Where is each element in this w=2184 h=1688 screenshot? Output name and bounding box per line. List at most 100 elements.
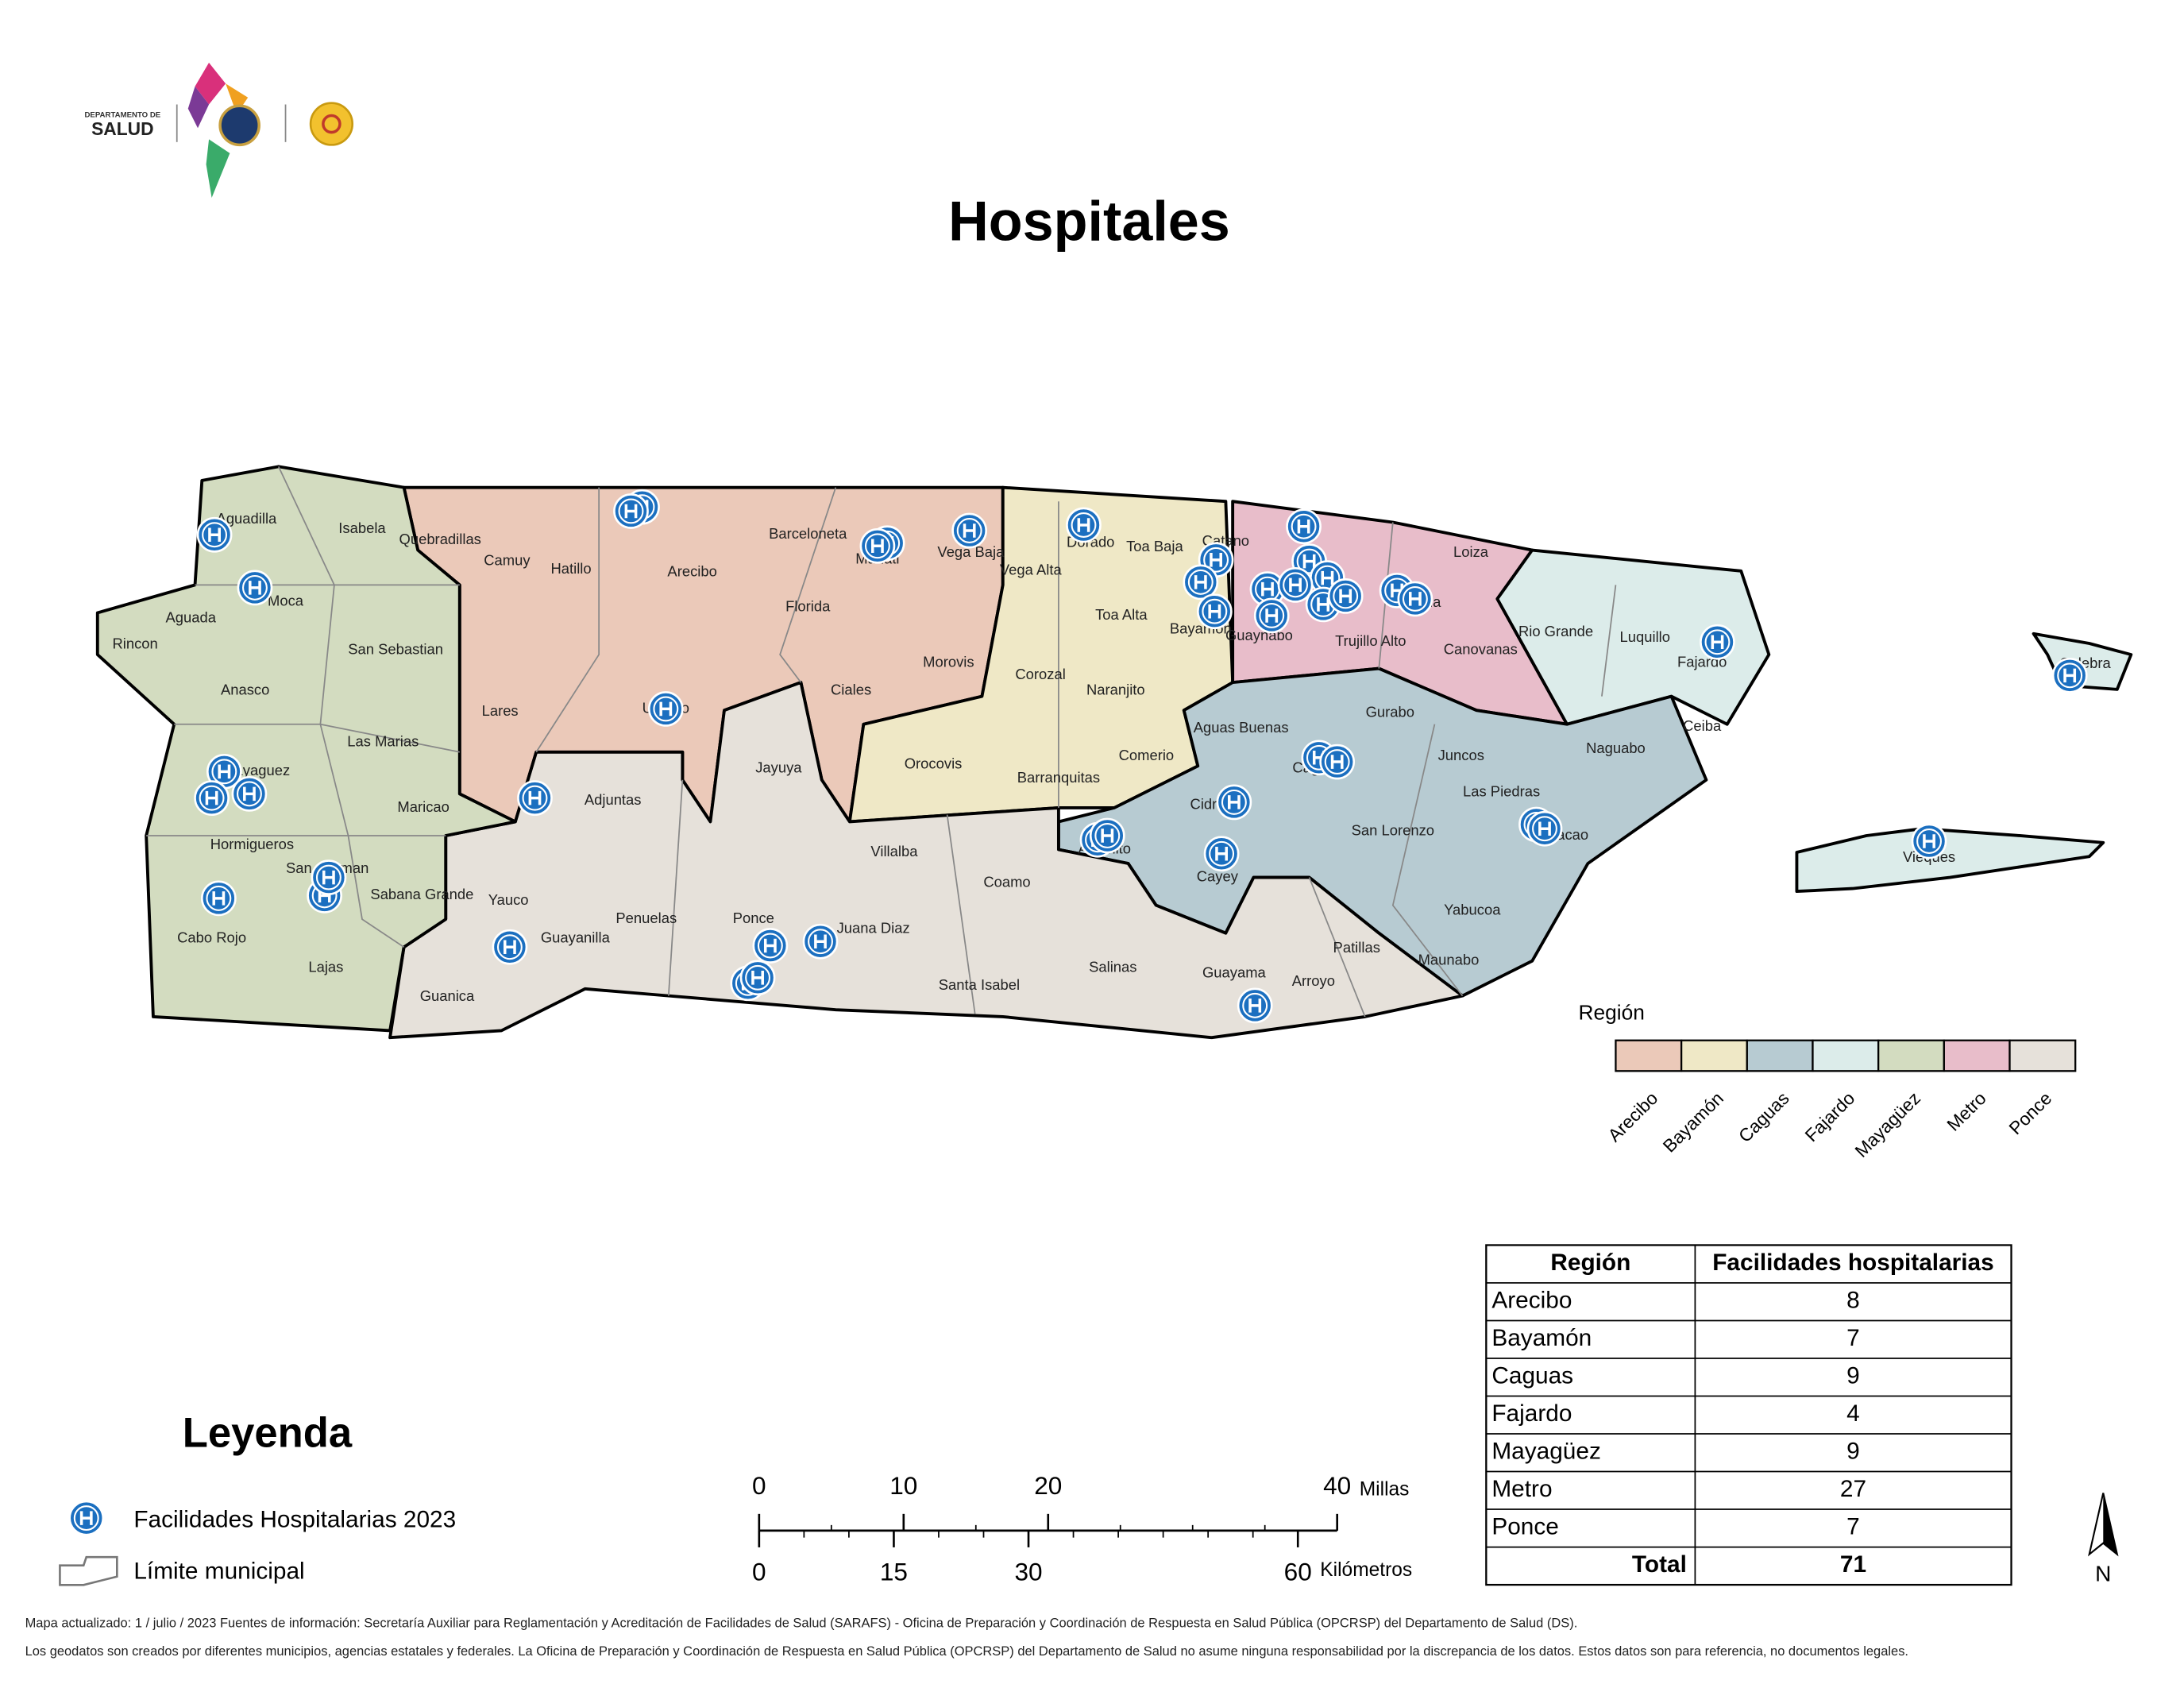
municipality-label: Guayama — [1202, 964, 1267, 980]
hospital-icon-ring — [1202, 598, 1228, 624]
legend-item: Límite municipal — [133, 1558, 304, 1584]
scale-tick-label: 30 — [1014, 1558, 1042, 1586]
municipality-label: Gurabo — [1366, 704, 1414, 720]
municipal-boundary — [277, 465, 405, 948]
region-area — [95, 465, 517, 1033]
municipality-label: Juana Diaz — [837, 919, 910, 936]
scale-tick-label: 60 — [1284, 1558, 1312, 1586]
hospital-icon-h — [1330, 755, 1344, 769]
municipality-label: Jayuya — [755, 759, 802, 776]
hospital-icon-ring — [1259, 603, 1285, 628]
municipality-label: Naranjito — [1086, 681, 1145, 697]
municipality-label: San Sebastian — [348, 641, 443, 658]
municipal-boundary — [1391, 724, 1464, 997]
municipality-label: Vega Baja — [937, 543, 1005, 560]
region-table: Región Facilidades hospitalarias Arecibo 8 B… — [1485, 1244, 2012, 1586]
hospital-icon-h — [79, 1511, 93, 1525]
hospital-icon-ring — [956, 518, 982, 543]
hospital-icon-h — [1711, 635, 1724, 650]
footer-line: Mapa actualizado: 1 / julio / 2023 Fuent… — [25, 1617, 1578, 1631]
hospital-icon-ring — [1187, 569, 1214, 595]
hospital-icon-ring — [211, 759, 237, 785]
logo-seal — [218, 104, 260, 147]
scale-unit: Millas — [1360, 1479, 1410, 1501]
hospital-icon-h — [871, 539, 884, 554]
table-cell: Metro — [1491, 1476, 1552, 1502]
municipality-label: Guayanilla — [541, 929, 611, 946]
municipality-label: Luquillo — [1620, 628, 1670, 645]
municipality-label: Hormigueros — [210, 836, 294, 852]
hospital-icon-h — [1077, 518, 1090, 532]
hospital-icon-ring — [496, 934, 523, 960]
table-cell: 8 — [1846, 1288, 1860, 1314]
municipality-label: Arroyo — [1292, 972, 1335, 989]
municipality-label: Guanica — [420, 987, 475, 1004]
hospital-icon-h — [205, 790, 218, 805]
scale-tick-label: 0 — [752, 1558, 766, 1586]
municipal-boundary — [946, 814, 976, 1014]
municipality-label: Maricao — [397, 798, 449, 815]
municipality-label: Adjuntas — [585, 791, 642, 808]
north-label: N — [2095, 1561, 2111, 1586]
municipality-label: Rio Grande — [1518, 623, 1593, 639]
legend: Leyenda Facilidades Hospitalarias 2023 L… — [59, 1410, 456, 1586]
table-cell: Arecibo — [1491, 1288, 1572, 1314]
municipality-label: Quebradillas — [399, 531, 481, 547]
municipality-label: Florida — [785, 597, 831, 614]
hospital-icon-h — [218, 764, 231, 779]
municipality-label: Ceiba — [1683, 717, 1722, 734]
municipality-label: Maunabo — [1418, 952, 1480, 968]
municipality-label: Morovis — [923, 653, 974, 670]
logo-biohazard — [309, 102, 354, 146]
scale-tick-label: 40 — [1323, 1471, 1351, 1500]
hospital-icon-h — [1302, 554, 1316, 569]
municipality-label: Lares — [482, 702, 519, 719]
hospital-icon-ring — [1296, 548, 1322, 574]
municipality-label: Moca — [268, 592, 304, 608]
municipality-label: Barceloneta — [769, 525, 847, 542]
hospital-icon-h — [1227, 795, 1241, 809]
hospital-icon-h — [249, 581, 261, 595]
municipality-label: Ponce — [733, 910, 774, 926]
hospital-icon-ring — [522, 785, 548, 811]
logo-shape — [187, 86, 210, 129]
hospital-icon-ring — [1916, 829, 1943, 854]
municipality-label: Anasco — [221, 681, 269, 697]
hospital-icon-ring — [1704, 629, 1731, 655]
municipality-label: San Lorenzo — [1352, 822, 1434, 839]
municipality-label: Lajas — [308, 958, 343, 975]
legend-title: Leyenda — [183, 1410, 353, 1457]
logo-text-top: DEPARTAMENTO DE — [84, 110, 160, 119]
hospital-icon-h — [1248, 999, 1262, 1013]
municipality-label: Orocovis — [905, 755, 963, 771]
municipality-label: Canovanas — [1444, 641, 1518, 658]
municipality-label: Vega Alta — [1000, 562, 1063, 578]
region-swatch — [1615, 1039, 1683, 1072]
hospital-icon-ring — [864, 533, 890, 559]
municipality-label: Isabela — [338, 520, 386, 536]
table-cell: 7 — [1846, 1325, 1860, 1351]
hospital-icon-h — [624, 504, 638, 519]
municipal-boundary-symbol — [59, 1555, 118, 1586]
hospital-icon-ring — [236, 781, 262, 807]
municipality-label: Santa Isabel — [939, 976, 1020, 993]
table-cell: 4 — [1846, 1400, 1860, 1427]
hospital-icon-h — [1210, 553, 1222, 567]
hospital-icon-h — [212, 891, 226, 906]
hospital-icon-h — [208, 527, 221, 543]
hospital-icon-h — [751, 971, 764, 985]
hospital-icon-ring — [1532, 816, 1557, 842]
hospital-icon-ring — [1333, 583, 1359, 609]
hospital-icon-h — [1208, 604, 1221, 619]
municipality-label: Sabana Grande — [370, 886, 473, 902]
region-swatch — [1746, 1039, 1814, 1072]
logo: DEPARTAMENTO DE SALUD — [84, 62, 354, 198]
hospital-icon-ring — [202, 522, 228, 548]
legend-item: Facilidades Hospitalarias 2023 — [133, 1506, 456, 1532]
table-header: Facilidades hospitalarias — [1712, 1250, 1993, 1276]
region-swatch — [2008, 1039, 2077, 1072]
hospital-icon-h — [504, 940, 516, 955]
hospital-icon-ring — [206, 885, 232, 911]
scale-tick-label: 15 — [880, 1558, 908, 1586]
